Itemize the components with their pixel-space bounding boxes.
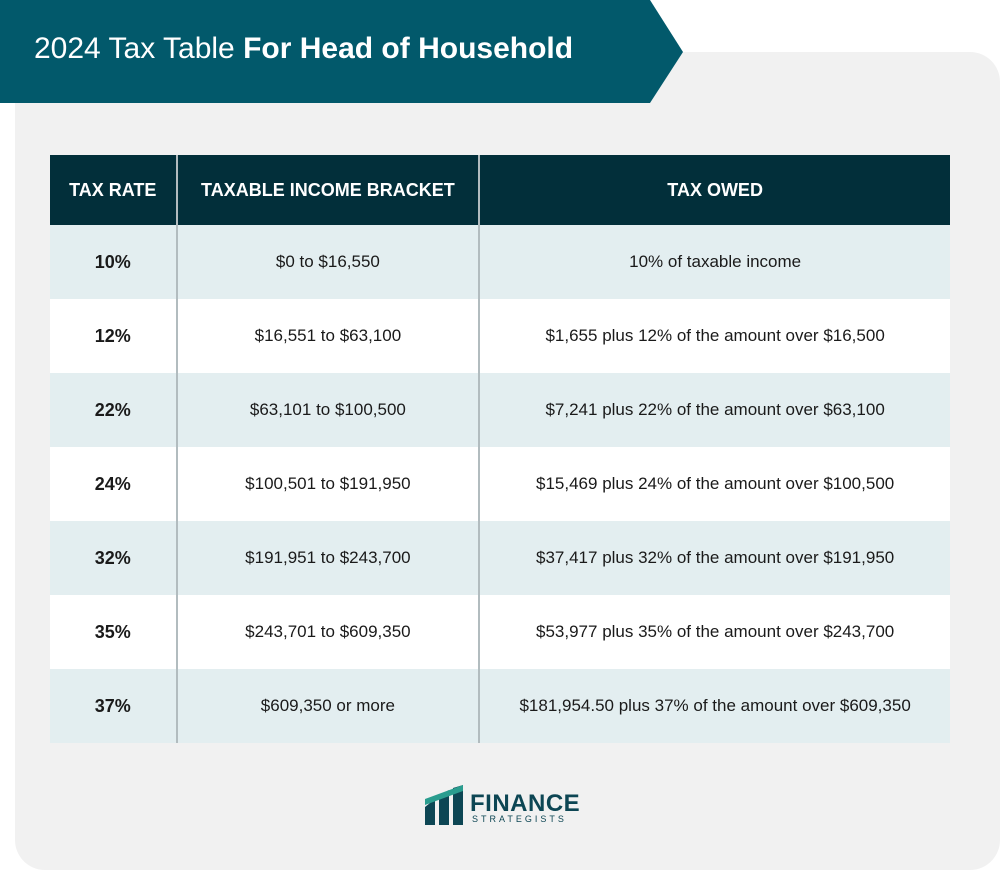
tax-owed: 10% of taxable income bbox=[478, 225, 950, 299]
tax-owed: $1,655 plus 12% of the amount over $16,5… bbox=[478, 299, 950, 373]
income-bracket: $0 to $16,550 bbox=[175, 225, 480, 299]
column-header: TAX RATE bbox=[50, 155, 177, 225]
tax-rate: 24% bbox=[50, 447, 177, 521]
tax-table: TAX RATE TAXABLE INCOME BRACKET TAX OWED 1… bbox=[50, 155, 950, 743]
table-row: 10% $0 to $16,550 10% of taxable income bbox=[50, 225, 950, 299]
table-row: 12% $16,551 to $63,100 $1,655 plus 12% of … bbox=[50, 299, 950, 373]
column-header: TAX OWED bbox=[478, 155, 950, 225]
tax-owed: $53,977 plus 35% of the amount over $243… bbox=[478, 595, 950, 669]
income-bracket: $100,501 to $191,950 bbox=[175, 447, 480, 521]
table-row: 32% $191,951 to $243,700 $37,417 plus 32% … bbox=[50, 521, 950, 595]
title: 2024 Tax Table For Head of Household bbox=[34, 32, 573, 66]
income-bracket: $63,101 to $100,500 bbox=[175, 373, 480, 447]
title-bold: For Head of Household bbox=[243, 32, 574, 65]
tax-owed: $37,417 plus 32% of the amount over $191… bbox=[478, 521, 950, 595]
income-bracket: $16,551 to $63,100 bbox=[175, 299, 480, 373]
income-bracket: $609,350 or more bbox=[175, 669, 480, 743]
table-row: 35% $243,701 to $609,350 $53,977 plus 35% … bbox=[50, 595, 950, 669]
tax-rate: 12% bbox=[50, 299, 177, 373]
tax-rate: 10% bbox=[50, 225, 177, 299]
header-row: TAX RATE TAXABLE INCOME BRACKET TAX OWED bbox=[50, 155, 950, 225]
logo-name: FINANCE bbox=[470, 790, 581, 817]
tax-owed: $15,469 plus 24% of the amount over $100… bbox=[478, 447, 950, 521]
tax-owed: $7,241 plus 22% of the amount over $63,1… bbox=[478, 373, 950, 447]
tax-rate: 32% bbox=[50, 521, 177, 595]
income-bracket: $243,701 to $609,350 bbox=[175, 595, 480, 669]
title-light: 2024 Tax Table bbox=[34, 32, 235, 65]
table-row: 24% $100,501 to $191,950 $15,469 plus 24% … bbox=[50, 447, 950, 521]
logo-tagline: STRATEGISTS bbox=[472, 814, 567, 824]
tax-rate: 22% bbox=[50, 373, 177, 447]
logo-icon bbox=[425, 785, 463, 825]
tax-rate: 35% bbox=[50, 595, 177, 669]
column-header: TAXABLE INCOME BRACKET bbox=[175, 155, 480, 225]
tax-rate: 37% bbox=[50, 669, 177, 743]
income-bracket: $191,951 to $243,700 bbox=[175, 521, 480, 595]
title-banner bbox=[0, 0, 683, 103]
table-row: 37% $609,350 or more $181,954.50 plus 37% … bbox=[50, 669, 950, 743]
tax-owed: $181,954.50 plus 37% of the amount over … bbox=[478, 669, 950, 743]
table-row: 22% $63,101 to $100,500 $7,241 plus 22% of… bbox=[50, 373, 950, 447]
